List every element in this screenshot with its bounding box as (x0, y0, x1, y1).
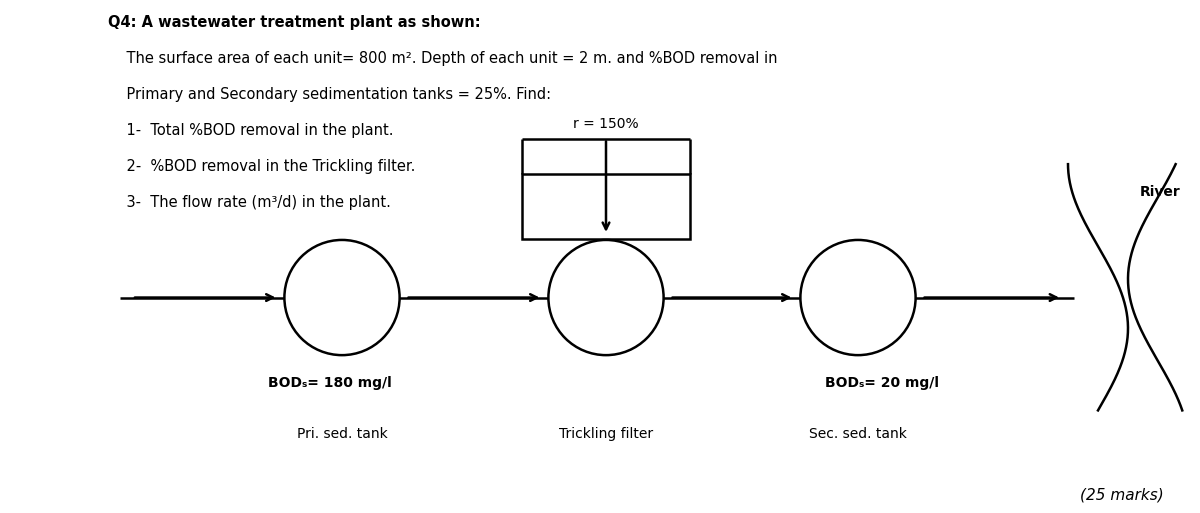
Text: BODₛ= 20 mg/l: BODₛ= 20 mg/l (826, 376, 940, 390)
Text: 2-  %BOD removal in the Trickling filter.: 2- %BOD removal in the Trickling filter. (108, 159, 415, 174)
Text: Pri. sed. tank: Pri. sed. tank (296, 427, 388, 441)
Text: Primary and Secondary sedimentation tanks = 25%. Find:: Primary and Secondary sedimentation tank… (108, 87, 551, 102)
Text: 3-  The flow rate (m³/d) in the plant.: 3- The flow rate (m³/d) in the plant. (108, 195, 391, 210)
Ellipse shape (800, 240, 916, 355)
Bar (522, 174, 690, 239)
Text: Trickling filter: Trickling filter (559, 427, 653, 441)
Text: BODₛ= 180 mg/l: BODₛ= 180 mg/l (268, 376, 392, 390)
Ellipse shape (284, 240, 400, 355)
Ellipse shape (548, 240, 664, 355)
Text: Q4: A wastewater treatment plant as shown:: Q4: A wastewater treatment plant as show… (108, 15, 481, 30)
Text: 1-  Total %BOD removal in the plant.: 1- Total %BOD removal in the plant. (108, 123, 394, 138)
Text: The surface area of each unit= 800 m². Depth of each unit = 2 m. and %BOD remova: The surface area of each unit= 800 m². D… (108, 51, 778, 66)
Text: River: River (1140, 185, 1181, 199)
Text: (25 marks): (25 marks) (1080, 488, 1164, 503)
Text: Sec. sed. tank: Sec. sed. tank (809, 427, 907, 441)
Text: r = 150%: r = 150% (574, 117, 638, 131)
